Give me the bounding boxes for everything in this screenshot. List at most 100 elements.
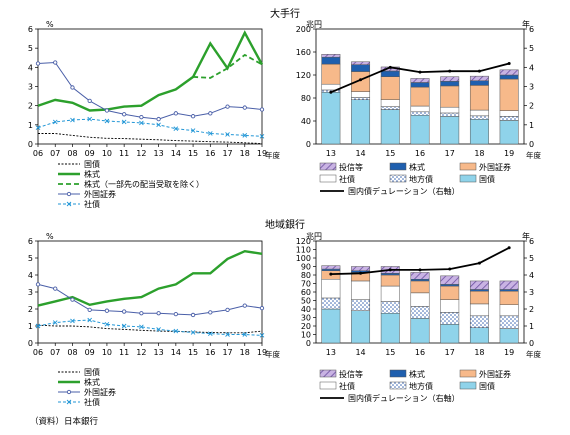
x-tick-label: 13 <box>154 149 164 158</box>
bar-segment <box>440 112 460 117</box>
x-tick-label: 16 <box>205 149 215 158</box>
data-point <box>207 331 213 336</box>
series-line <box>193 53 263 79</box>
bar-segment <box>499 280 519 290</box>
x-tick-label: 14 <box>355 149 365 158</box>
data-point <box>207 131 213 136</box>
bar-segment <box>321 268 341 271</box>
bar-segment <box>499 315 519 329</box>
data-point <box>70 117 75 123</box>
legend-swatch <box>319 174 337 183</box>
bar-segment <box>321 297 341 310</box>
legend-label: 外国証券 <box>84 387 116 397</box>
y-tick-label: 70 <box>301 280 311 289</box>
legend-marker <box>66 399 72 405</box>
duration-point <box>448 267 452 271</box>
bar-segment <box>499 116 519 121</box>
y-tick-label: 20 <box>301 322 311 331</box>
y-tick-label: 40 <box>301 305 311 314</box>
x-tick-label: 15 <box>188 149 198 158</box>
bar-segment <box>440 85 460 108</box>
data-point <box>70 297 75 302</box>
bar-segment <box>469 109 489 117</box>
x-tick-label: 14 <box>171 348 181 357</box>
bar-segment <box>440 81 460 87</box>
data-point <box>242 303 247 308</box>
x-tick-label: 15 <box>385 348 395 357</box>
bar-segment <box>380 301 400 314</box>
legend-label: 社債 <box>339 174 355 184</box>
data-point <box>104 308 110 313</box>
data-point <box>87 307 92 312</box>
data-point <box>190 128 196 133</box>
x-tick-label: 19 <box>504 149 514 158</box>
legend-swatch <box>319 162 337 171</box>
x-tick-label: 16 <box>415 149 425 158</box>
bar-segment <box>380 285 400 302</box>
x-unit-label: 年度 <box>526 150 541 160</box>
x-unit-label: 年度 <box>265 150 280 160</box>
bar-segment <box>440 324 460 344</box>
y2-tick-label: 2 <box>529 102 534 111</box>
bar-segment <box>380 76 400 100</box>
legend-label: 投信等 <box>339 369 363 379</box>
x-tick-label: 15 <box>385 149 395 158</box>
duration-point <box>418 70 422 74</box>
x-tick-label: 08 <box>67 149 77 158</box>
x-tick-label: 13 <box>326 149 336 158</box>
y2-tick-label: 6 <box>529 25 534 34</box>
bar-segment <box>410 86 430 107</box>
data-point <box>173 311 178 317</box>
data-point <box>52 119 58 125</box>
bar-segment <box>410 292 430 307</box>
bar-segment <box>440 312 460 325</box>
legend-label: 地方債 <box>409 381 433 391</box>
legend-label: 社債 <box>339 381 355 391</box>
legend-label: 株式 <box>84 377 100 387</box>
series-line <box>37 61 263 120</box>
bar-segment <box>440 299 460 313</box>
series-line <box>37 324 263 334</box>
bar-segment <box>469 75 489 82</box>
data-point <box>70 85 75 90</box>
data-point <box>87 116 93 122</box>
legend-swatch <box>389 381 407 390</box>
bar-segment <box>351 97 371 100</box>
x-tick-label: 17 <box>222 348 232 357</box>
legend-swatch <box>389 369 407 378</box>
data-point <box>225 307 230 312</box>
bar-segment <box>499 110 519 117</box>
bar-segment <box>410 111 430 116</box>
bar-segment <box>469 303 489 317</box>
y2-tick-label: 0 <box>529 339 534 348</box>
duration-point <box>507 246 511 250</box>
data-point <box>121 323 127 329</box>
y2-tick-label: 2 <box>529 305 534 314</box>
data-point <box>208 111 213 116</box>
duration-point <box>448 69 452 73</box>
bar-segment <box>351 310 371 344</box>
bar-segment <box>380 109 400 145</box>
x-tick-label: 17 <box>445 149 455 158</box>
bar-segment <box>351 299 371 311</box>
duration-point <box>359 78 363 82</box>
data-point <box>35 282 41 287</box>
x-tick-label: 18 <box>240 149 250 158</box>
bar-segment <box>469 80 489 86</box>
y-unit-label: % <box>46 20 54 29</box>
legend-label: 国債 <box>479 174 495 184</box>
y-tick-label: 2 <box>28 305 33 314</box>
legend-label: 株式 <box>84 169 100 179</box>
bar-segment <box>380 313 400 344</box>
y2-tick-label: 1 <box>529 121 534 130</box>
legend-swatch <box>459 381 477 390</box>
y2-tick-label: 3 <box>529 288 534 297</box>
x-tick-label: 11 <box>119 149 129 158</box>
data-point <box>104 108 110 113</box>
bar-segment <box>410 306 430 319</box>
bar-segment <box>321 279 341 299</box>
x-tick-label: 10 <box>102 149 112 158</box>
